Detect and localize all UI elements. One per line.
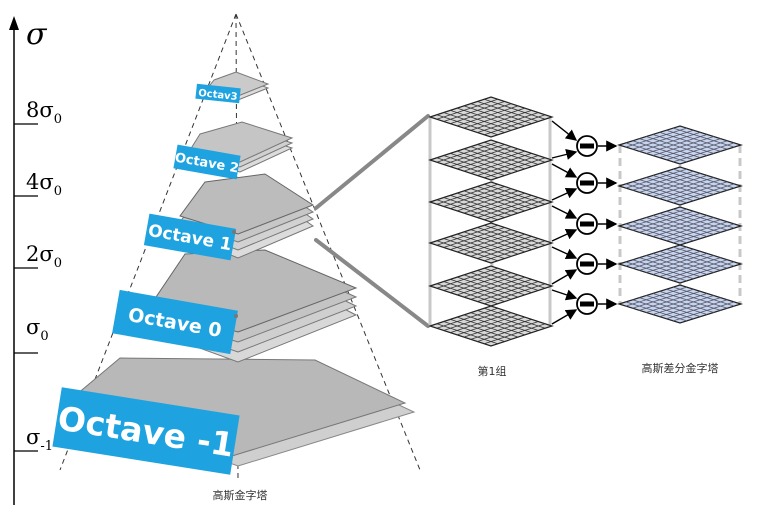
gaussian-layer <box>428 305 554 347</box>
pyramid-caption: 高斯金字塔 <box>213 488 268 502</box>
center-dot <box>234 314 238 318</box>
dog-stack <box>616 125 744 324</box>
sigma-axis: σ 8σ0 4σ0 2σ0 σ0 σ-1 <box>9 16 62 505</box>
tick-label: 8σ0 <box>26 98 62 127</box>
group-caption: 第1组 <box>478 364 507 378</box>
center-dot <box>232 230 236 234</box>
octave-label-2: Octave 2 <box>173 144 241 180</box>
dog-layer <box>616 125 744 165</box>
minus-operator <box>551 246 618 285</box>
svg-text:Octav3: Octav3 <box>198 88 238 103</box>
difference-operators <box>551 120 618 325</box>
group-1-stack <box>428 96 554 347</box>
gaussian-layer <box>428 139 554 181</box>
octave-label-0: Octave 0 <box>112 289 238 355</box>
dog-layer <box>616 166 744 206</box>
zoom-connector <box>314 114 430 328</box>
minus-operator <box>551 120 618 160</box>
dog-layer <box>616 284 744 324</box>
gaussian-layer <box>428 222 554 264</box>
tick-label: σ0 <box>26 315 49 344</box>
dog-caption: 高斯差分金字塔 <box>642 361 719 375</box>
octave-label-1: Octave 1 <box>143 213 237 261</box>
axis-symbol: σ <box>26 17 48 52</box>
dog-layer <box>616 206 744 246</box>
axis-arrow-icon <box>9 16 19 30</box>
minus-operator <box>551 163 618 201</box>
minus-operator <box>551 205 618 242</box>
gaussian-layer <box>428 265 554 307</box>
gaussian-layer <box>428 96 554 138</box>
gaussian-layer <box>428 181 554 223</box>
tick-label: 4σ0 <box>26 170 62 199</box>
octave-label-3: Octav3 <box>195 83 241 104</box>
dog-layer <box>616 244 744 284</box>
minus-operator <box>551 289 618 325</box>
tick-label: σ-1 <box>26 425 53 454</box>
tick-label: 2σ0 <box>26 242 62 271</box>
